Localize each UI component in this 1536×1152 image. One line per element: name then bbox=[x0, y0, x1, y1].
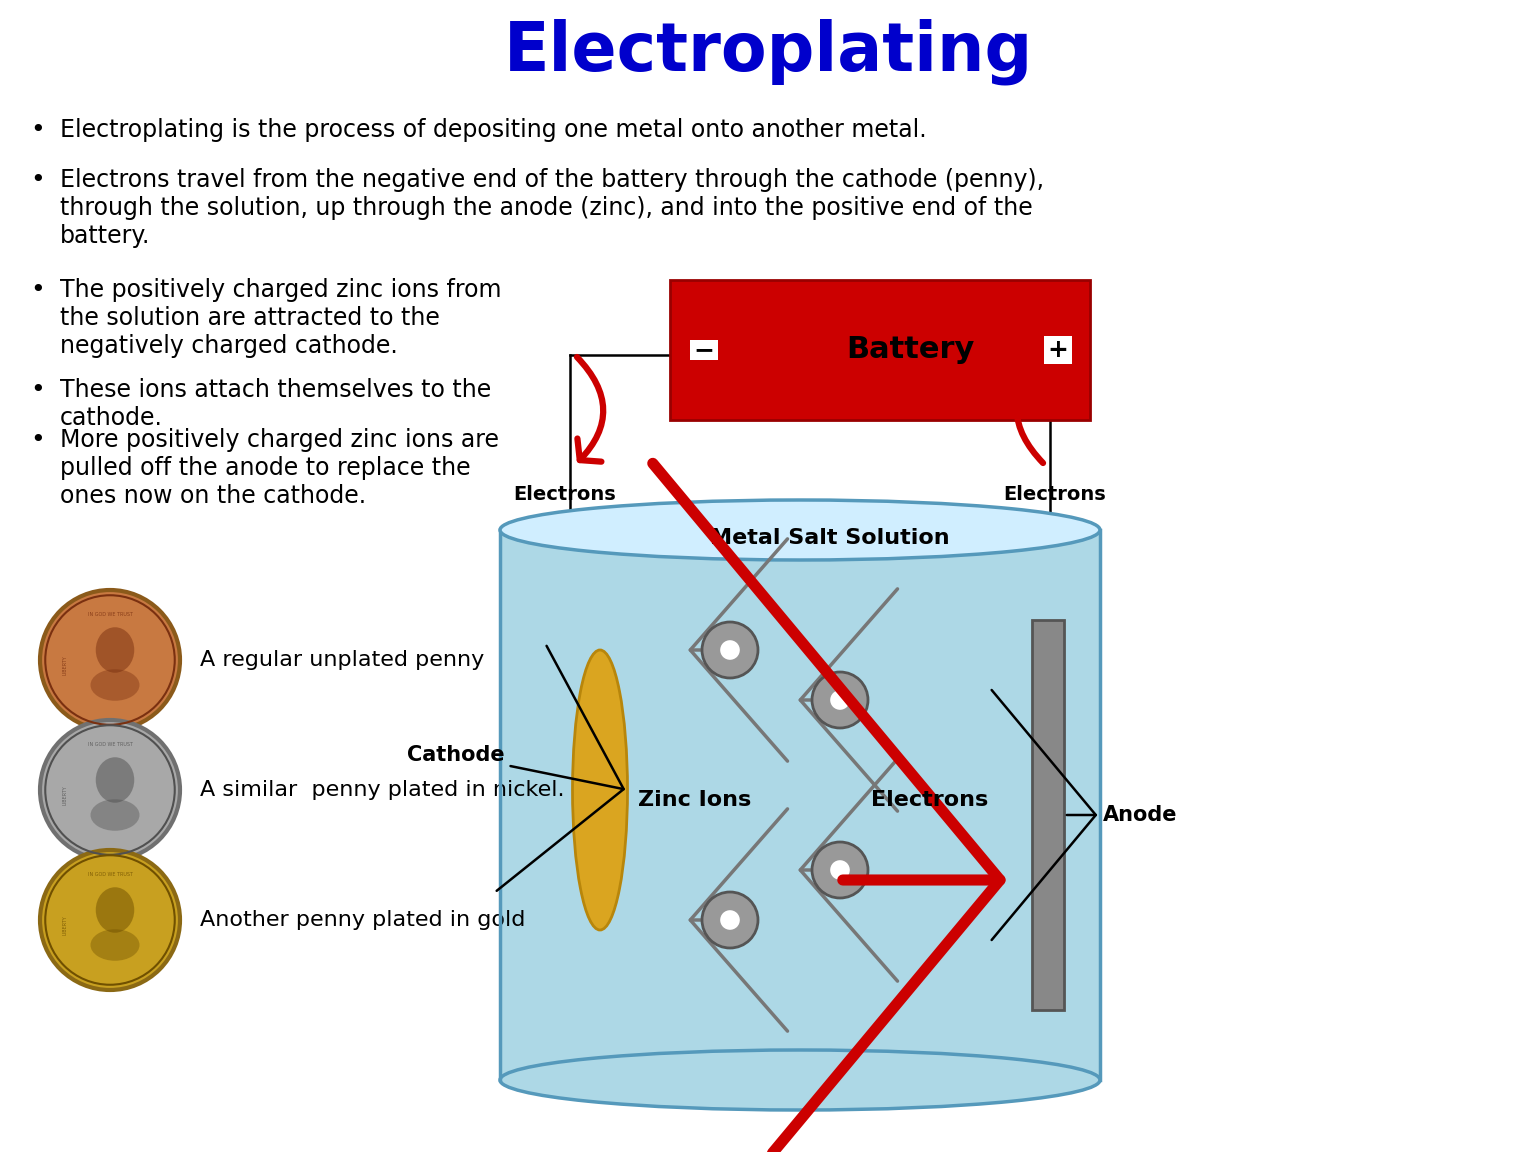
Text: More positively charged zinc ions are
pulled off the anode to replace the
ones n: More positively charged zinc ions are pu… bbox=[60, 429, 499, 508]
Text: −: − bbox=[693, 338, 714, 362]
Ellipse shape bbox=[95, 627, 134, 673]
Bar bbox=[501, 530, 1100, 1081]
FancyArrowPatch shape bbox=[1017, 358, 1043, 463]
Text: A similar  penny plated in nickel.: A similar penny plated in nickel. bbox=[200, 780, 565, 799]
Ellipse shape bbox=[829, 690, 849, 710]
Text: Battery: Battery bbox=[846, 335, 974, 364]
Ellipse shape bbox=[702, 622, 757, 679]
Ellipse shape bbox=[91, 669, 140, 700]
Bar bbox=[1032, 620, 1064, 1010]
Ellipse shape bbox=[95, 757, 134, 803]
Text: •: • bbox=[31, 118, 45, 142]
Text: Electrons: Electrons bbox=[513, 485, 616, 505]
Text: Zinc Ions: Zinc Ions bbox=[639, 790, 751, 810]
Ellipse shape bbox=[40, 590, 180, 730]
Text: Electroplating: Electroplating bbox=[504, 18, 1032, 85]
Text: Metal Salt Solution: Metal Salt Solution bbox=[710, 528, 949, 548]
Text: •: • bbox=[31, 429, 45, 452]
Text: +: + bbox=[1048, 338, 1069, 362]
Text: •: • bbox=[31, 378, 45, 402]
Ellipse shape bbox=[91, 930, 140, 961]
Ellipse shape bbox=[40, 850, 180, 990]
Ellipse shape bbox=[813, 672, 868, 728]
Ellipse shape bbox=[501, 1049, 1100, 1111]
Bar bbox=[1044, 336, 1072, 364]
Ellipse shape bbox=[573, 650, 628, 930]
Text: •: • bbox=[31, 168, 45, 192]
Ellipse shape bbox=[91, 799, 140, 831]
Ellipse shape bbox=[720, 641, 740, 660]
Text: Cathode: Cathode bbox=[407, 646, 624, 890]
Text: Electrons: Electrons bbox=[871, 790, 989, 810]
Text: •: • bbox=[31, 278, 45, 302]
Ellipse shape bbox=[720, 910, 740, 930]
FancyArrowPatch shape bbox=[578, 357, 604, 462]
Bar bbox=[670, 280, 1091, 420]
Text: IN GOD WE TRUST: IN GOD WE TRUST bbox=[88, 613, 132, 617]
Ellipse shape bbox=[40, 720, 180, 861]
Ellipse shape bbox=[501, 500, 1100, 560]
Text: Another penny plated in gold: Another penny plated in gold bbox=[200, 910, 525, 930]
Bar bbox=[690, 340, 717, 359]
Ellipse shape bbox=[829, 861, 849, 880]
Text: Electrons travel from the negative end of the battery through the cathode (penny: Electrons travel from the negative end o… bbox=[60, 168, 1044, 248]
Text: These ions attach themselves to the
cathode.: These ions attach themselves to the cath… bbox=[60, 378, 492, 430]
Text: LIBERTY: LIBERTY bbox=[63, 915, 68, 935]
Text: Electroplating is the process of depositing one metal onto another metal.: Electroplating is the process of deposit… bbox=[60, 118, 926, 142]
Text: Electrons: Electrons bbox=[1003, 485, 1106, 505]
Text: IN GOD WE TRUST: IN GOD WE TRUST bbox=[88, 872, 132, 878]
Ellipse shape bbox=[702, 892, 757, 948]
Text: LIBERTY: LIBERTY bbox=[63, 655, 68, 675]
Text: A regular unplated penny: A regular unplated penny bbox=[200, 650, 484, 670]
Text: The positively charged zinc ions from
the solution are attracted to the
negative: The positively charged zinc ions from th… bbox=[60, 278, 501, 357]
Text: LIBERTY: LIBERTY bbox=[63, 786, 68, 805]
Text: IN GOD WE TRUST: IN GOD WE TRUST bbox=[88, 743, 132, 748]
Ellipse shape bbox=[95, 887, 134, 933]
Ellipse shape bbox=[813, 842, 868, 899]
Text: Anode: Anode bbox=[992, 690, 1178, 940]
